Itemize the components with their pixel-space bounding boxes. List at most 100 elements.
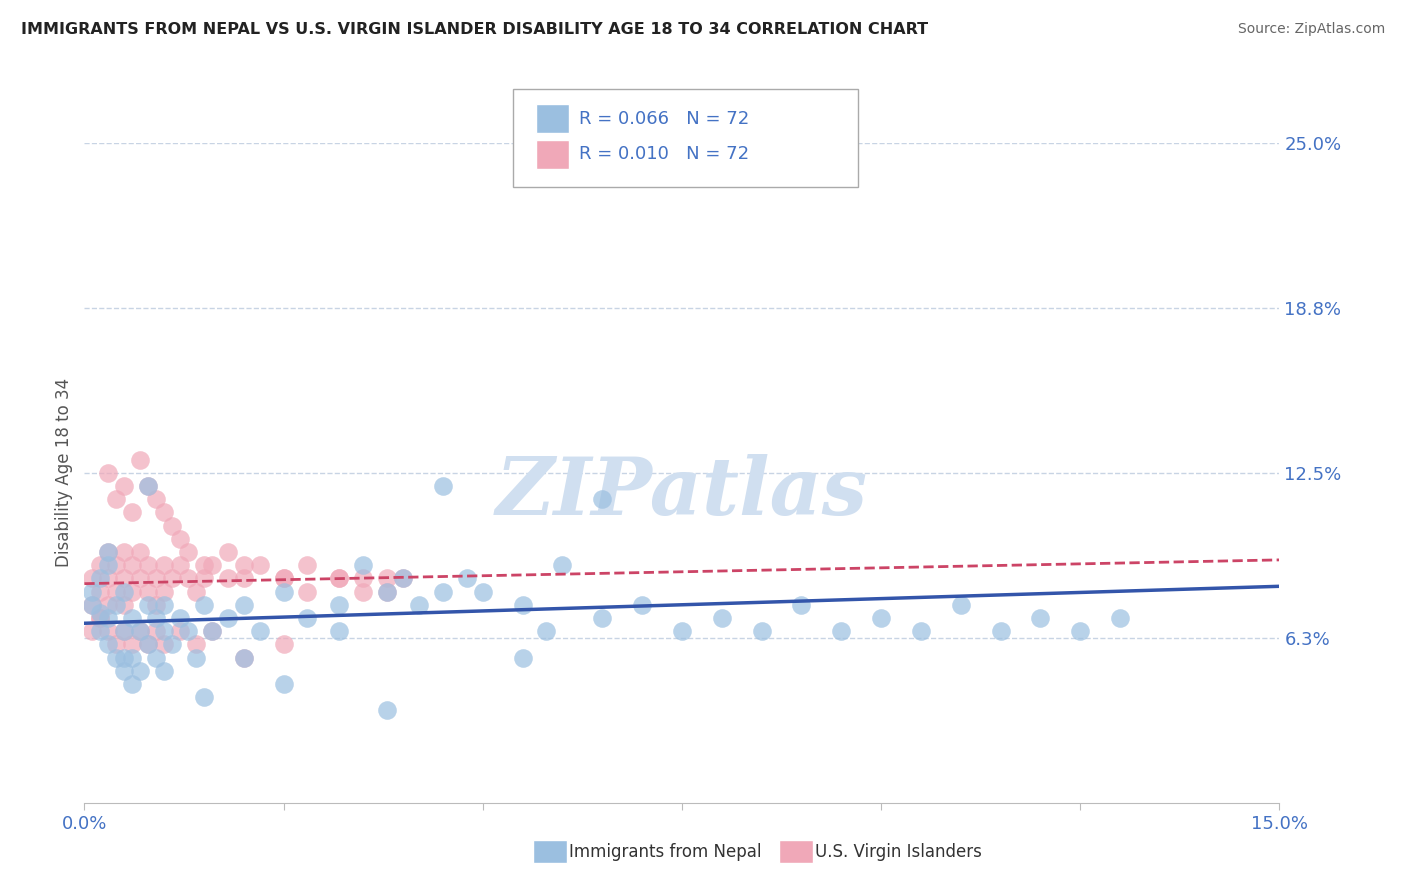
Point [136, 479, 159, 493]
Text: ZIPatlas: ZIPatlas [496, 454, 868, 532]
Point [160, 571, 183, 585]
Point [129, 664, 152, 678]
Point [201, 624, 224, 639]
Point [392, 571, 415, 585]
Point [121, 558, 143, 573]
Point [177, 545, 200, 559]
Point [217, 545, 239, 559]
Point [169, 532, 191, 546]
Point [1029, 611, 1052, 625]
Point [536, 624, 558, 639]
Point [375, 584, 398, 599]
Point [136, 637, 159, 651]
Point [105, 584, 128, 599]
Point [591, 492, 613, 507]
Point [471, 584, 494, 599]
Point [352, 558, 374, 573]
Point [408, 598, 430, 612]
Point [830, 624, 852, 639]
Point [751, 624, 773, 639]
Point [297, 584, 319, 599]
Point [121, 637, 143, 651]
Point [82, 598, 104, 612]
Point [129, 571, 152, 585]
Point [375, 584, 398, 599]
Point [512, 598, 534, 612]
Point [184, 650, 207, 665]
Point [89, 584, 111, 599]
Text: R = 0.066   N = 72: R = 0.066 N = 72 [579, 110, 749, 128]
Point [169, 611, 191, 625]
Point [82, 598, 104, 612]
Point [456, 571, 478, 585]
Point [153, 637, 176, 651]
Y-axis label: Disability Age 18 to 34: Disability Age 18 to 34 [55, 378, 73, 567]
Point [273, 571, 295, 585]
Point [121, 611, 143, 625]
Point [129, 452, 152, 467]
Point [112, 479, 135, 493]
Point [97, 545, 120, 559]
Point [201, 624, 224, 639]
Point [97, 637, 120, 651]
Point [136, 598, 159, 612]
Point [97, 624, 120, 639]
Point [121, 650, 143, 665]
Point [82, 571, 104, 585]
Text: IMMIGRANTS FROM NEPAL VS U.S. VIRGIN ISLANDER DISABILITY AGE 18 TO 34 CORRELATIO: IMMIGRANTS FROM NEPAL VS U.S. VIRGIN ISL… [21, 22, 928, 37]
Point [105, 637, 128, 651]
Point [232, 598, 254, 612]
Point [591, 611, 613, 625]
Point [184, 584, 207, 599]
Point [297, 558, 319, 573]
Point [82, 584, 104, 599]
Point [193, 571, 215, 585]
Point [193, 558, 215, 573]
Point [153, 624, 176, 639]
Point [177, 624, 200, 639]
Point [631, 598, 654, 612]
Point [112, 624, 135, 639]
Point [375, 703, 398, 717]
Point [232, 558, 254, 573]
Point [184, 637, 207, 651]
Point [375, 571, 398, 585]
Point [89, 611, 111, 625]
Point [145, 571, 167, 585]
Point [97, 545, 120, 559]
Point [89, 611, 111, 625]
Point [232, 571, 254, 585]
Point [328, 598, 350, 612]
Point [328, 571, 350, 585]
Point [949, 598, 972, 612]
Point [160, 637, 183, 651]
Point [136, 584, 159, 599]
Point [105, 598, 128, 612]
Point [1069, 624, 1091, 639]
Point [160, 518, 183, 533]
Point [273, 677, 295, 691]
Point [328, 624, 350, 639]
Point [129, 624, 152, 639]
Point [121, 677, 143, 691]
Point [97, 466, 120, 480]
Point [990, 624, 1012, 639]
Point [145, 492, 167, 507]
Point [112, 650, 135, 665]
Point [671, 624, 693, 639]
Point [551, 558, 574, 573]
Text: R = 0.010   N = 72: R = 0.010 N = 72 [579, 145, 749, 163]
Point [169, 624, 191, 639]
Point [432, 584, 454, 599]
Point [145, 598, 167, 612]
Point [153, 664, 176, 678]
Point [193, 598, 215, 612]
Point [217, 571, 239, 585]
Point [105, 492, 128, 507]
Point [1109, 611, 1132, 625]
Point [512, 650, 534, 665]
Point [297, 611, 319, 625]
Point [273, 637, 295, 651]
Point [82, 624, 104, 639]
Point [89, 624, 111, 639]
